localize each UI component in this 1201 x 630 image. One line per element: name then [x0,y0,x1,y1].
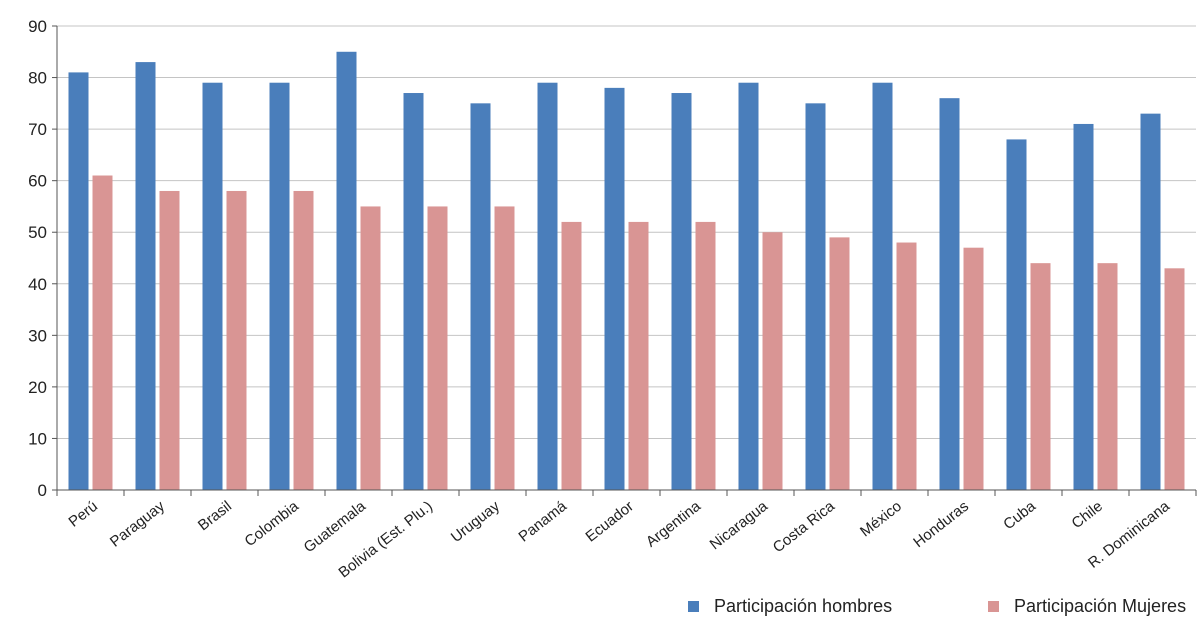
y-tick-label: 10 [28,429,47,448]
x-category-label: Chile [1069,498,1106,532]
y-tick-label: 60 [28,172,47,191]
bar-mujeres [226,190,247,490]
x-category-label: Colombia [242,497,303,550]
bar-mujeres [695,221,716,490]
x-category-label: Argentina [643,497,705,550]
bar-hombres [1073,123,1094,490]
y-tick-label: 80 [28,69,47,88]
bar-mujeres [1030,263,1051,490]
bar-hombres [135,62,156,490]
bar-hombres [1140,113,1161,491]
bar-hombres [1006,139,1027,490]
bar-hombres [671,93,692,491]
bar-hombres [738,82,759,490]
x-category-label: Paraguay [107,497,168,550]
bar-hombres [470,103,491,490]
bar-mujeres [92,175,113,490]
legend-swatch [688,601,699,612]
legend-label: Participación hombres [714,596,892,616]
bar-mujeres [561,221,582,490]
y-tick-label: 30 [28,326,47,345]
bar-mujeres [829,237,850,490]
y-tick-label: 0 [38,481,47,500]
bar-hombres [269,82,290,490]
bar-mujeres [963,247,984,490]
bar-hombres [336,51,357,491]
x-category-label: Brasil [195,498,235,534]
x-category-label: Honduras [910,498,972,551]
y-tick-label: 40 [28,275,47,294]
bar-mujeres [762,232,783,490]
x-category-label: Ecuador [582,498,636,546]
bar-mujeres [896,242,917,490]
x-category-label: Guatemala [301,497,370,556]
y-tick-label: 50 [28,223,47,242]
bar-mujeres [1164,268,1185,490]
bar-hombres [604,87,625,490]
bar-hombres [68,72,89,491]
x-category-label: Panamá [515,497,570,545]
bar-mujeres [293,190,314,490]
x-category-label: Uruguay [448,497,504,546]
x-category-label: Nicaragua [707,497,772,553]
bar-hombres [872,82,893,490]
bar-hombres [202,82,223,490]
legend-swatch [988,601,999,612]
y-tick-label: 90 [28,17,47,36]
x-category-label: México [857,498,905,541]
bar-mujeres [628,221,649,490]
bar-mujeres [159,190,180,490]
bar-hombres [537,82,558,490]
y-tick-label: 20 [28,378,47,397]
bar-hombres [939,98,960,490]
legend-label: Participación Mujeres [1014,596,1186,616]
bar-hombres [805,103,826,490]
bar-mujeres [494,206,515,490]
bar-mujeres [427,206,448,490]
bar-mujeres [360,206,381,490]
x-category-label: Cuba [1000,497,1039,533]
y-tick-label: 70 [28,120,47,139]
x-category-label: Perú [66,498,101,531]
bar-hombres [403,93,424,491]
bar-mujeres [1097,263,1118,490]
x-category-label: Costa Rica [770,497,839,556]
